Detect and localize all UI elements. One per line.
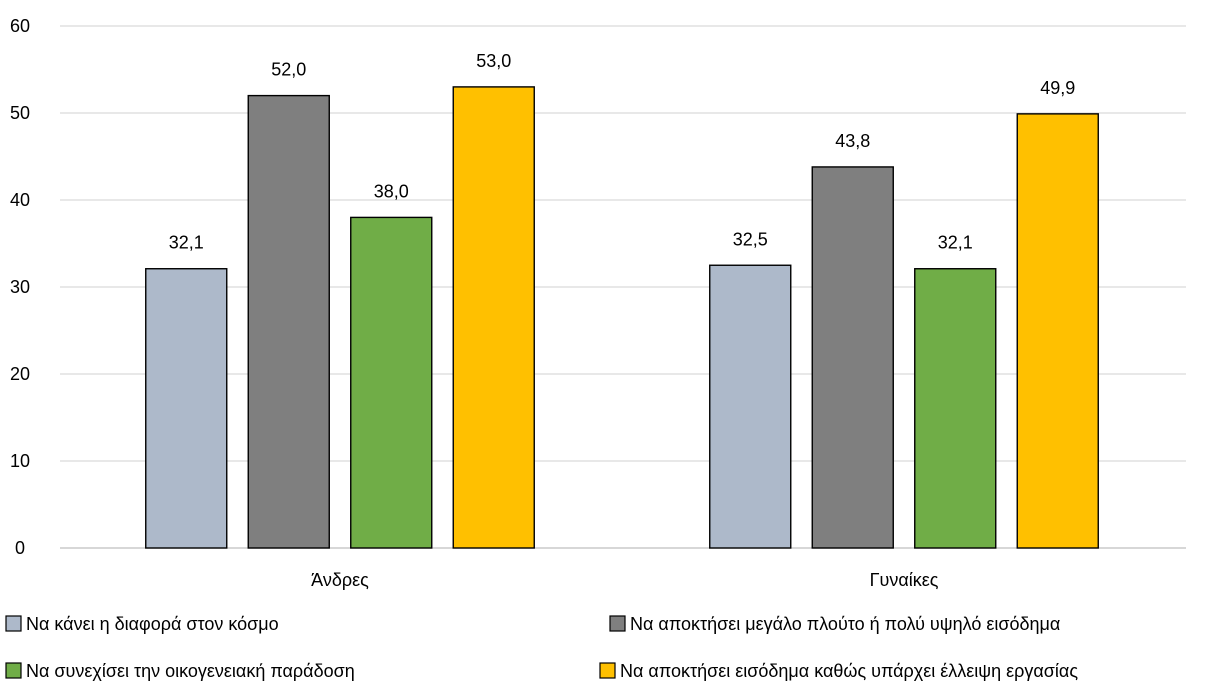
bar-gynaikes-series-3 [914,268,997,549]
x-category-label: Άνδρες [311,570,369,590]
bars [145,86,1099,549]
x-category-label: Γυναίκες [870,570,939,590]
data-label: 32,5 [733,229,768,249]
y-tick-label: 60 [10,16,30,36]
bar-gynaikes-series-1 [709,264,792,549]
y-tick-label: 40 [10,190,30,210]
legend: Να κάνει η διαφορά στον κόσμο Να αποκτήσε… [5,614,1078,681]
data-label: 49,9 [1040,78,1075,98]
legend-label: Να συνεχίσει την οικογενειακή παράδοση [26,661,355,681]
bar-andres-series-4 [452,86,535,549]
bar-gynaikes-series-4 [1016,113,1099,549]
legend-label: Να αποκτήσει εισόδημα καθώς υπάρχει έλλε… [620,661,1078,681]
data-label: 52,0 [271,60,306,80]
bar-gynaikes-series-2 [811,166,894,549]
data-label: 32,1 [169,233,204,253]
data-label: 32,1 [938,233,973,253]
y-tick-label: 20 [10,364,30,384]
legend-swatch [5,615,22,632]
legend-swatch [609,615,626,632]
bar-andres-series-2 [247,94,330,549]
y-tick-label: 0 [15,538,25,558]
x-axis-categories: Άνδρες Γυναίκες [311,570,939,590]
legend-label: Να κάνει η διαφορά στον κόσμο [26,614,279,634]
data-label: 38,0 [374,181,409,201]
data-labels: 32,1 52,0 38,0 53,0 32,5 43,8 32,1 49,9 [169,51,1076,253]
bar-andres-series-1 [145,268,228,549]
y-tick-label: 50 [10,103,30,123]
y-axis-ticks: 0 10 20 30 40 50 60 [10,16,30,558]
bar-andres-series-3 [350,216,433,549]
legend-label: Να αποκτήσει μεγάλο πλούτο ή πολύ υψηλό … [630,614,1060,634]
legend-swatch [5,662,22,679]
data-label: 53,0 [476,51,511,71]
y-tick-label: 10 [10,451,30,471]
legend-swatch [599,662,616,679]
y-tick-label: 30 [10,277,30,297]
data-label: 43,8 [835,131,870,151]
